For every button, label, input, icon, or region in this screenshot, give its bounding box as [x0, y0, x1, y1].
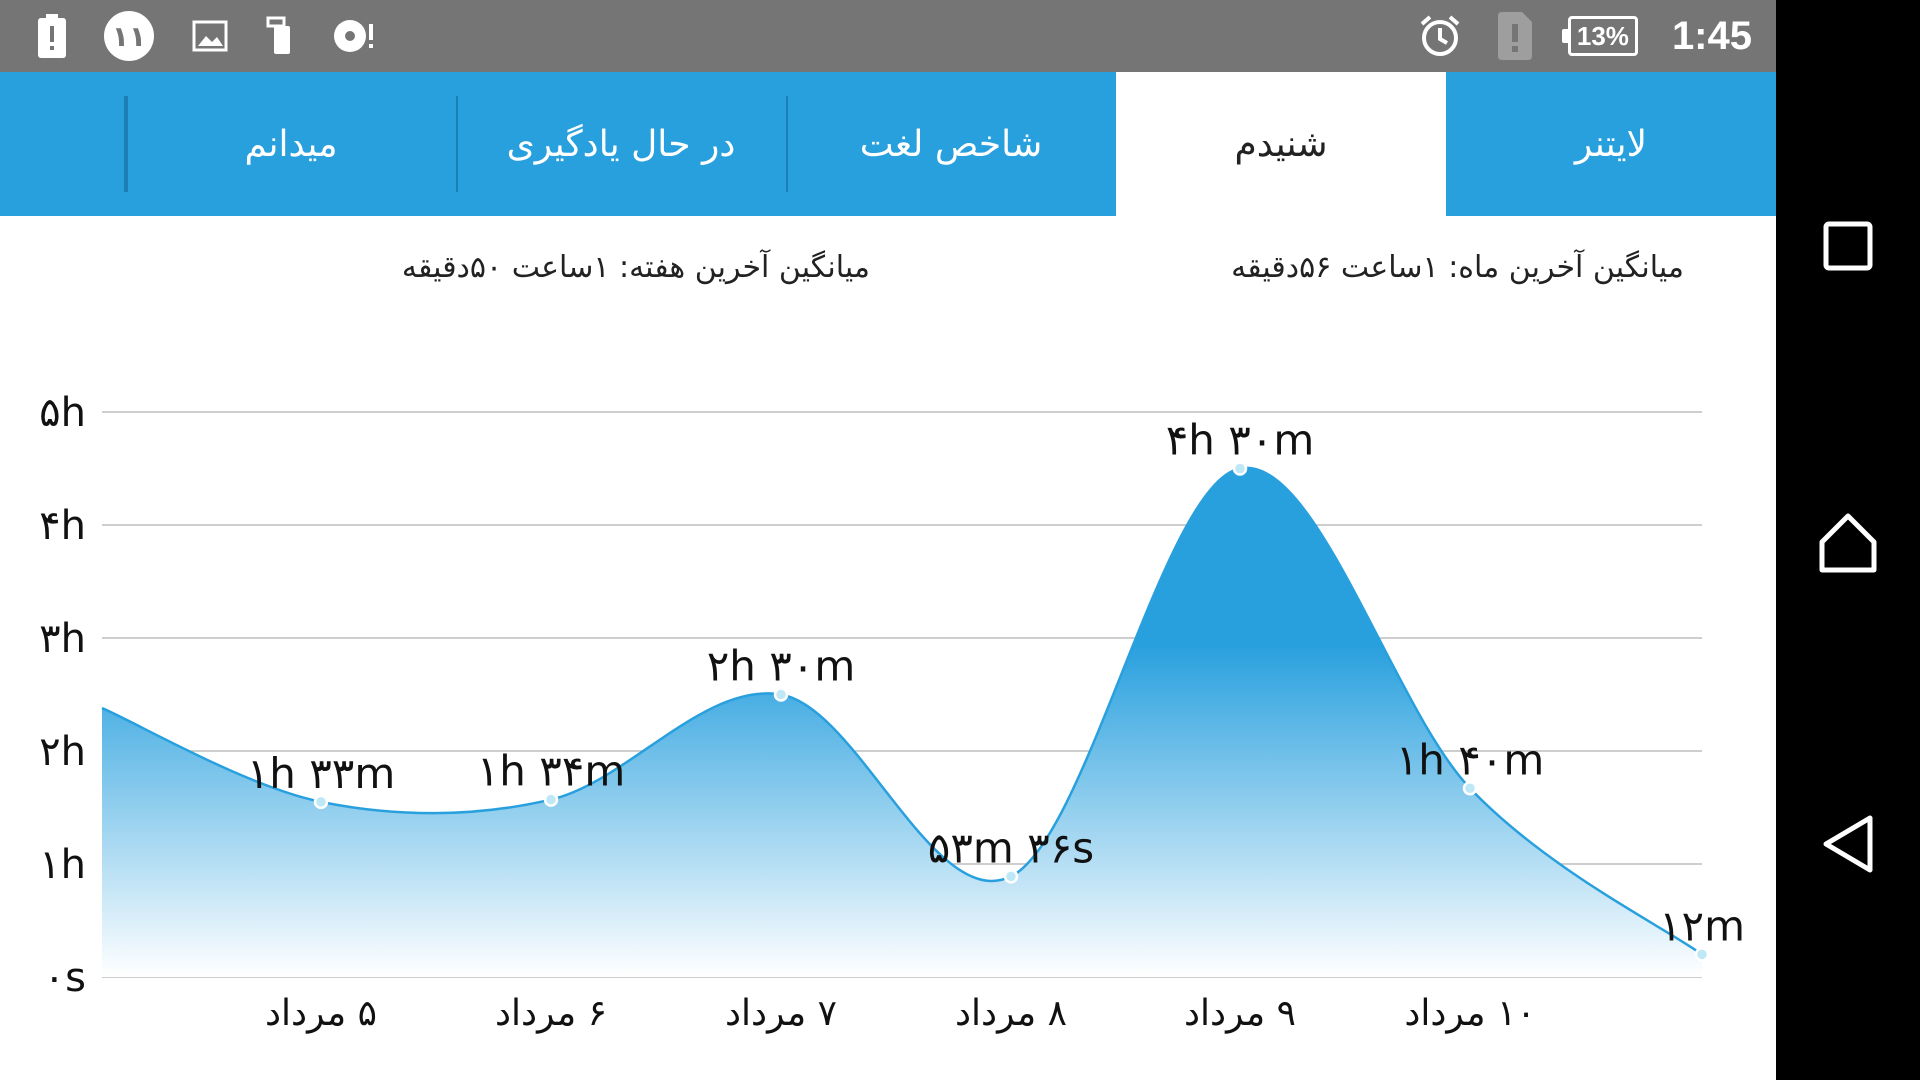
tab-divider: [456, 96, 458, 192]
nav-bar: [1776, 0, 1920, 1080]
status-bar-left: ۱۱: [38, 11, 376, 61]
y-tick-label: ۳h: [39, 616, 86, 662]
data-label: ۱h ۳۴m: [477, 747, 626, 796]
alarm-icon: [1418, 14, 1462, 58]
back-icon[interactable]: [1812, 808, 1884, 880]
x-tick-label: ۵ مرداد: [265, 993, 377, 1034]
media-alert-icon: [334, 18, 376, 54]
status-bar: ۱۱: [0, 0, 1776, 72]
tab-leitner[interactable]: لایتنر: [1446, 72, 1776, 216]
y-tick-label: ۱h: [39, 842, 86, 888]
tab-divider: [126, 96, 128, 192]
data-labels: ۱h ۳۳m ۱h ۳۴m ۲h ۳۰m ۵۳m ۳۶s ۴h ۳۰m ۱h ۴۰m ۱۲m: [247, 416, 1745, 951]
clock: 1:45: [1671, 13, 1752, 58]
y-axis-ticks: ۰s ۱h ۲h ۳h ۴h ۵h: [39, 390, 86, 1001]
tab-known[interactable]: میدانم: [126, 72, 456, 216]
tab-label: در حال یادگیری: [506, 123, 736, 165]
tab-label: میدانم: [244, 123, 338, 165]
x-tick-label: ۱۰ مرداد: [1404, 993, 1535, 1034]
series-line: [101, 466, 1703, 956]
data-point: [1232, 461, 1248, 476]
recents-icon[interactable]: [1812, 210, 1884, 282]
tab-label: لایتنر: [1574, 123, 1648, 165]
data-point: [1462, 781, 1478, 796]
data-label: ۴h ۳۰m: [1166, 416, 1315, 465]
data-label: ۱h ۳۳m: [247, 749, 396, 798]
data-label: ۱۲m: [1659, 901, 1745, 950]
tab-word-index[interactable]: شاخص لغت: [786, 72, 1116, 216]
data-points: [313, 461, 1710, 962]
data-point: [1003, 869, 1019, 884]
data-point: [1694, 947, 1710, 962]
tab-learning[interactable]: در حال یادگیری: [456, 72, 786, 216]
battery-alert-icon: [38, 14, 66, 58]
data-point: [313, 794, 329, 810]
average-last-week: میانگین آخرین هفته: ۱ساعت ۵۰دقیقه: [401, 250, 870, 285]
tab-label: شاخص لغت: [859, 123, 1043, 165]
y-tick-label: ۰s: [44, 955, 86, 1001]
y-tick-label: ۵h: [39, 390, 86, 436]
sim-alert-icon: [1496, 12, 1534, 60]
tab-divider: [124, 96, 126, 192]
y-tick-label: ۴h: [39, 503, 86, 549]
home-icon[interactable]: [1812, 506, 1884, 578]
data-label: ۲h ۳۰m: [707, 642, 856, 691]
chart-svg: ۰s ۱h ۲h ۳h ۴h ۵h ۱h ۳۳m ۱h ۳۴m ۲h ۳۰m ۵۳m ۳۶s ۴h…: [39, 390, 1745, 1034]
data-point: [773, 687, 789, 702]
tab-label: شنیدم: [1234, 123, 1328, 165]
x-tick-label: ۶ مرداد: [495, 993, 607, 1034]
tab-divider: [786, 96, 788, 192]
data-point: [543, 792, 559, 807]
average-last-month: میانگین آخرین ماه: ۱ساعت ۵۶دقیقه: [1231, 250, 1684, 285]
phone-sync-icon: [266, 16, 296, 56]
listening-time-chart: ۰s ۱h ۲h ۳h ۴h ۵h ۱h ۳۳m ۱h ۳۴m ۲h ۳۰m ۵۳m ۳۶s ۴h…: [0, 360, 1776, 1080]
x-axis-ticks: ۵ مرداد ۶ مرداد ۷ مرداد ۸ مرداد ۹ مرداد ۱۰ مر…: [265, 993, 1536, 1034]
tab-heard[interactable]: شنیدم: [1116, 72, 1446, 216]
data-label: ۱h ۴۰m: [1396, 735, 1545, 784]
battery-percent: 13%: [1561, 16, 1638, 56]
y-tick-label: ۲h: [39, 729, 86, 775]
tab-bar-overflow: [0, 72, 126, 216]
data-label: ۵۳m ۳۶s: [928, 823, 1094, 872]
image-icon: [192, 20, 228, 52]
x-tick-label: ۹ مرداد: [1184, 993, 1296, 1034]
status-bar-right: 13% 1:45: [1418, 12, 1752, 60]
x-tick-label: ۸ مرداد: [955, 993, 1067, 1034]
notification-count-icon: ۱۱: [104, 11, 154, 61]
tab-bar: لایتنر شنیدم شاخص لغت در حال یادگیری مید…: [0, 72, 1776, 216]
area-fill: [102, 467, 1702, 977]
x-tick-label: ۷ مرداد: [725, 993, 837, 1034]
